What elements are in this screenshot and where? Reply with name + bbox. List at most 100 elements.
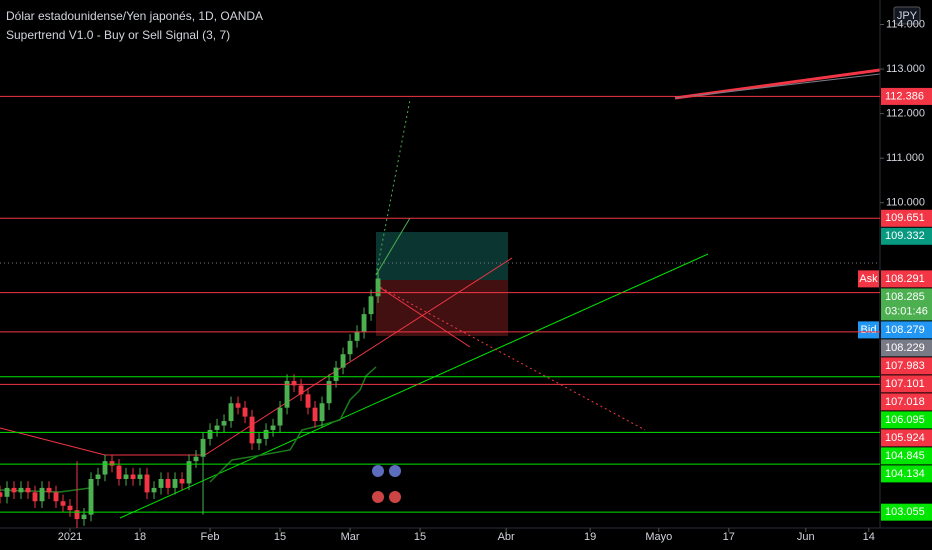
candle-body bbox=[0, 492, 3, 497]
x-tick-label: 15 bbox=[274, 531, 286, 543]
price-label: 109.651 bbox=[881, 209, 932, 227]
candle-body bbox=[32, 492, 38, 502]
price-label-box bbox=[881, 339, 932, 357]
price-label-box bbox=[881, 447, 932, 465]
price-label: 107.101 bbox=[881, 375, 932, 393]
candle-body bbox=[340, 354, 346, 368]
price-label-text: 107.983 bbox=[885, 360, 925, 372]
candle-body bbox=[123, 474, 129, 479]
stop-zone bbox=[376, 280, 508, 336]
price-label: 108.229 bbox=[881, 339, 932, 357]
y-tick-label: 114.000 bbox=[886, 18, 925, 30]
candle-body bbox=[67, 505, 73, 511]
candle-body bbox=[130, 474, 136, 479]
candle-body bbox=[179, 478, 185, 484]
x-tick-label: 2021 bbox=[58, 531, 82, 543]
drawings bbox=[0, 68, 881, 519]
trend-line bbox=[674, 68, 881, 100]
price-label-text: 104.134 bbox=[885, 468, 925, 480]
event-icon bbox=[372, 491, 384, 503]
candle-body bbox=[368, 296, 374, 315]
candle-body bbox=[88, 478, 94, 515]
price-label-text: 107.101 bbox=[885, 378, 925, 390]
candle-body bbox=[4, 487, 10, 497]
candle-body bbox=[298, 385, 304, 395]
candle-body bbox=[158, 478, 164, 488]
candle-body bbox=[193, 456, 199, 462]
price-label-sub: 03:01:46 bbox=[885, 305, 928, 317]
price-label: 108.285 03:01:46 bbox=[881, 288, 932, 321]
candle-body bbox=[333, 367, 339, 381]
currency-box[interactable] bbox=[893, 6, 921, 25]
projection-arrow bbox=[375, 217, 411, 276]
candle-body bbox=[284, 380, 290, 408]
price-label-text: 112.386 bbox=[885, 90, 924, 102]
price-label-box bbox=[881, 288, 932, 321]
candle-body bbox=[312, 407, 318, 422]
price-label-text: 106.095 bbox=[885, 414, 925, 426]
candle-body bbox=[144, 474, 150, 493]
price-label-box bbox=[881, 375, 932, 393]
candle-body bbox=[319, 403, 325, 422]
price-label: 109.332 bbox=[881, 227, 932, 245]
candle-body bbox=[228, 403, 234, 422]
x-tick-label: 19 bbox=[584, 531, 596, 543]
candle-body bbox=[46, 487, 52, 493]
candle-body bbox=[207, 429, 213, 439]
projection-arrow bbox=[375, 284, 646, 431]
trend-line bbox=[674, 73, 881, 99]
candle-body bbox=[74, 510, 80, 520]
candle-body bbox=[172, 478, 178, 488]
price-label: 108.279 Bid bbox=[858, 321, 932, 339]
currency-label[interactable]: JPY bbox=[897, 10, 918, 22]
event-icon bbox=[389, 491, 401, 503]
candle-body bbox=[116, 465, 122, 479]
candle-body bbox=[151, 487, 157, 493]
price-label-text: 107.018 bbox=[885, 396, 925, 408]
price-label: 107.018 bbox=[881, 393, 932, 411]
x-tick-label: Mayo bbox=[645, 531, 672, 543]
candle-body bbox=[235, 403, 241, 408]
price-label-box bbox=[881, 227, 932, 245]
x-tick-label: Feb bbox=[201, 531, 220, 543]
candle-body bbox=[102, 461, 108, 475]
x-tick-label: 18 bbox=[134, 531, 146, 543]
candle-body bbox=[291, 380, 297, 386]
price-label-box bbox=[881, 357, 932, 375]
price-label-box bbox=[881, 87, 932, 105]
candle-body bbox=[11, 487, 17, 493]
price-label-box bbox=[881, 270, 932, 288]
trend-line bbox=[204, 257, 513, 456]
candle-body bbox=[165, 478, 171, 488]
price-label-text: 104.845 bbox=[885, 450, 925, 462]
y-tick-label: 111.000 bbox=[886, 152, 924, 164]
candle-body bbox=[263, 429, 269, 439]
x-tick-label: Abr bbox=[498, 531, 515, 543]
candle-body bbox=[277, 407, 283, 426]
y-tick-label: 110.000 bbox=[886, 197, 925, 209]
price-label-text: 108.291 bbox=[885, 273, 925, 285]
candle-body bbox=[256, 438, 262, 444]
price-label: 103.055 bbox=[881, 503, 932, 521]
x-tick-label: Mar bbox=[341, 531, 360, 543]
candle-body bbox=[95, 474, 101, 479]
target-zone bbox=[376, 232, 508, 280]
candle-body bbox=[221, 421, 227, 426]
x-tick-label: 17 bbox=[723, 531, 735, 543]
event-icon bbox=[372, 465, 384, 477]
price-tag-box bbox=[858, 270, 879, 288]
candle-body bbox=[200, 438, 206, 457]
price-label-text: 108.285 bbox=[885, 291, 925, 303]
x-tick-label: Jun bbox=[797, 531, 815, 543]
candle-body bbox=[18, 487, 24, 493]
price-label-text: 108.229 bbox=[885, 342, 925, 354]
price-tag: Bid bbox=[861, 324, 877, 336]
candle-body bbox=[375, 278, 381, 297]
y-tick-label: 112.000 bbox=[886, 108, 925, 120]
price-label-text: 108.279 bbox=[885, 324, 925, 336]
price-label-box bbox=[881, 321, 932, 339]
candle-body bbox=[39, 487, 45, 502]
price-label: 107.983 bbox=[881, 357, 932, 375]
x-tick-label: 14 bbox=[863, 531, 875, 543]
price-label-box bbox=[881, 411, 932, 429]
